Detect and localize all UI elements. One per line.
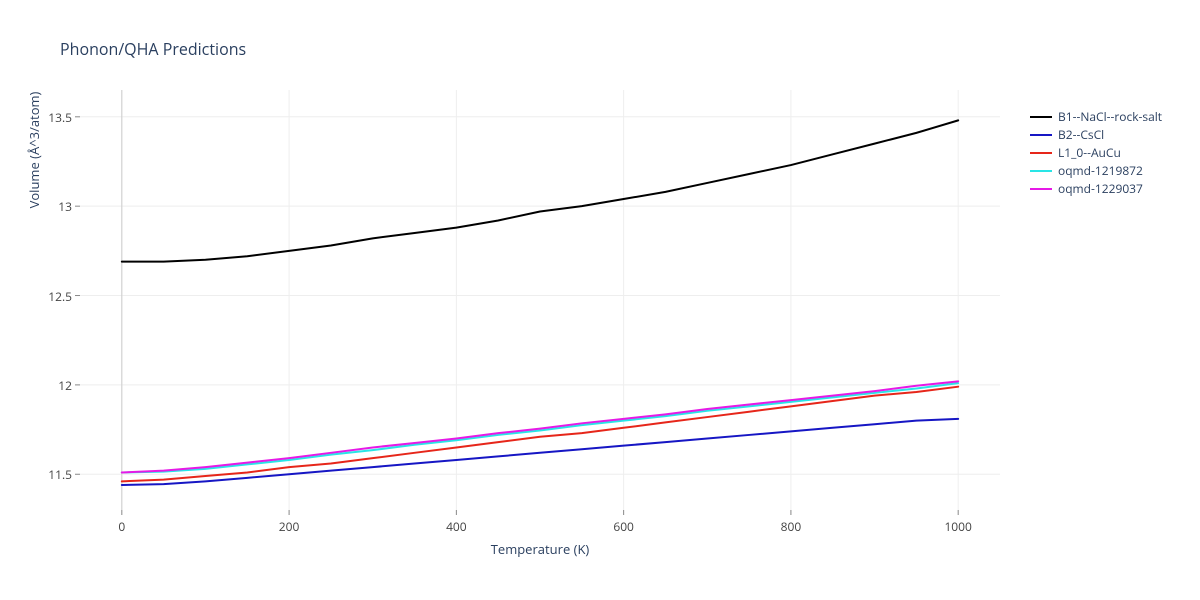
legend-swatch (1030, 116, 1052, 118)
y-tick-label: 11.5 (48, 466, 72, 483)
legend-item[interactable]: oqmd-1219872 (1030, 162, 1162, 180)
x-tick-label: 0 (118, 518, 125, 535)
x-axis-label: Temperature (K) (80, 540, 1000, 558)
legend-label: oqmd-1229037 (1058, 180, 1143, 198)
legend-item[interactable]: oqmd-1229037 (1030, 180, 1162, 198)
y-axis-label: Volume (Å^3/atom) (25, 0, 43, 360)
legend-swatch (1030, 170, 1052, 172)
x-tick-label: 200 (279, 518, 300, 535)
legend-item[interactable]: B1--NaCl--rock-salt (1030, 108, 1162, 126)
x-tick-label: 600 (613, 518, 634, 535)
x-tick-label: 1000 (944, 518, 971, 535)
legend-label: B2--CsCl (1058, 126, 1104, 144)
y-tick-label: 12.5 (48, 288, 72, 305)
legend-swatch (1030, 152, 1052, 154)
legend-label: oqmd-1219872 (1058, 162, 1143, 180)
legend-item[interactable]: L1_0--AuCu (1030, 144, 1162, 162)
series-line[interactable] (122, 120, 958, 261)
legend-swatch (1030, 188, 1052, 190)
legend: B1--NaCl--rock-saltB2--CsClL1_0--AuCuoqm… (1030, 108, 1162, 198)
legend-swatch (1030, 134, 1052, 136)
plot-area (80, 90, 1000, 510)
chart-title: Phonon/QHA Predictions (60, 38, 246, 60)
legend-item[interactable]: B2--CsCl (1030, 126, 1162, 144)
y-tick-label: 13 (58, 198, 72, 215)
x-tick-label: 400 (446, 518, 467, 535)
y-tick-label: 12 (58, 377, 72, 394)
legend-label: B1--NaCl--rock-salt (1058, 108, 1162, 126)
series-line[interactable] (122, 387, 958, 482)
x-tick-label: 800 (781, 518, 802, 535)
chart-svg (74, 90, 1000, 516)
y-tick-label: 13.5 (48, 109, 72, 126)
legend-label: L1_0--AuCu (1058, 144, 1121, 162)
